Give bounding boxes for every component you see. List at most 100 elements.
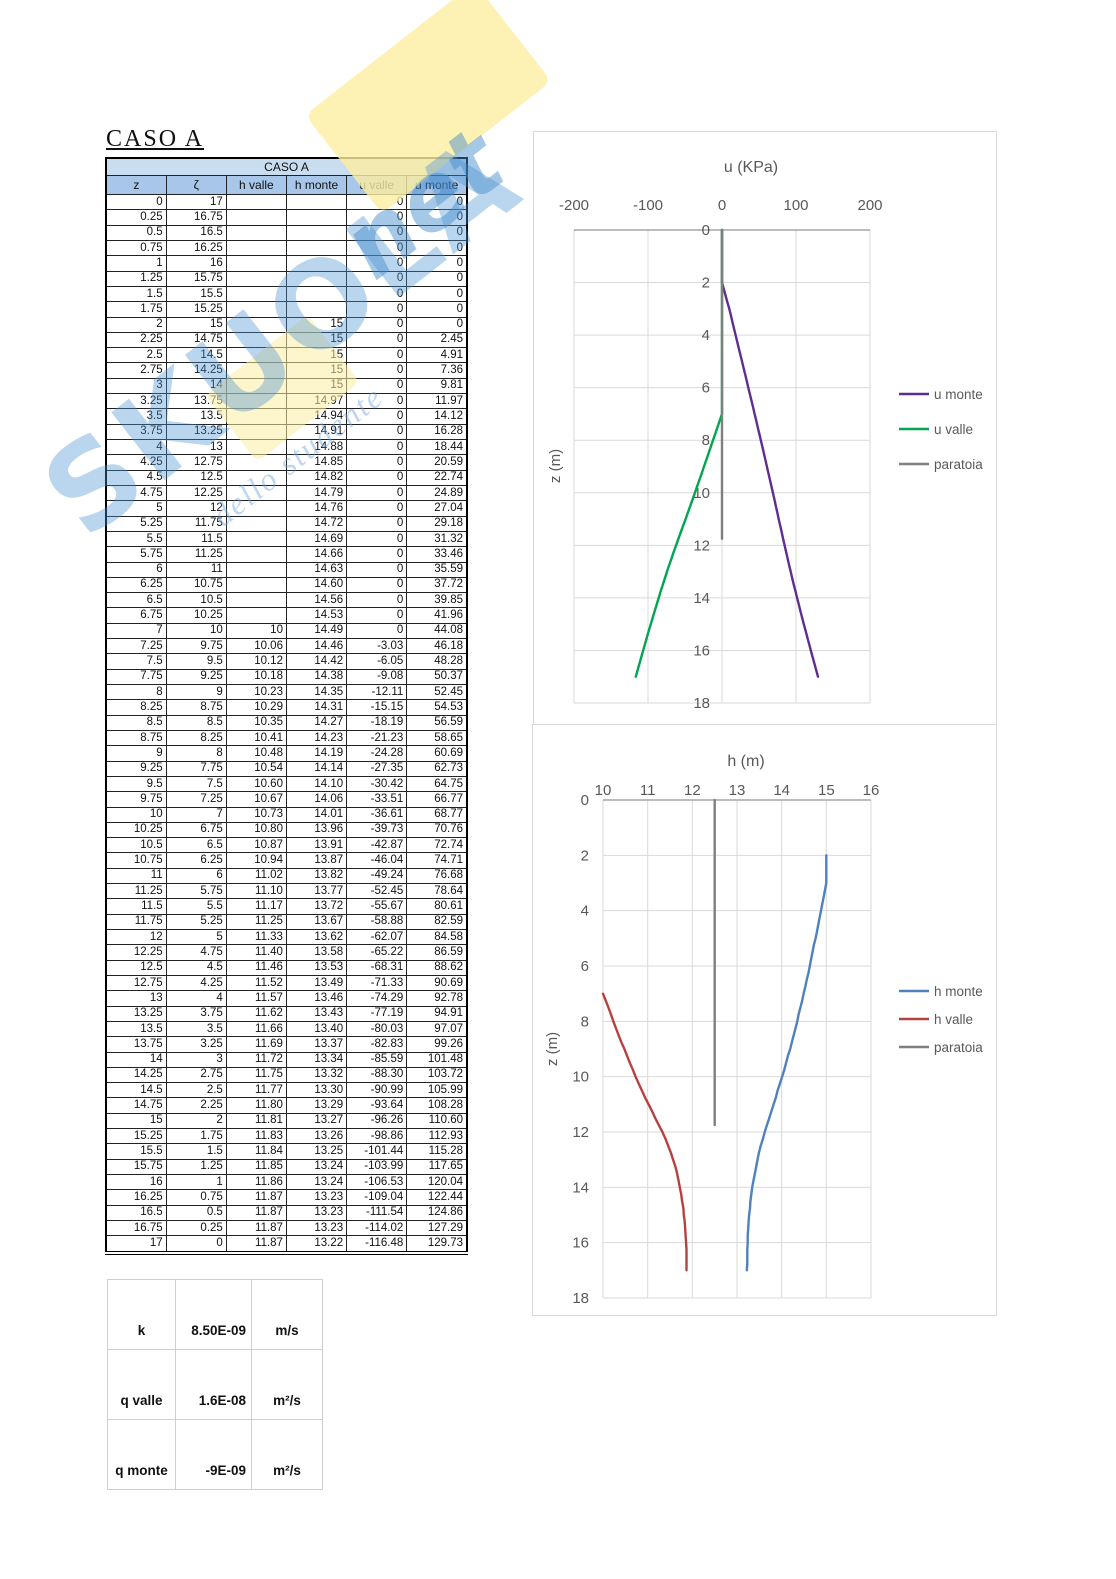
param-label: k bbox=[107, 1279, 176, 1350]
table-row: 5.5 11.5 14.69 0 31.32 bbox=[105, 530, 468, 548]
table-cell: 11.87 bbox=[225, 1189, 287, 1206]
table-row: 10.25 6.75 10.80 13.96 -39.73 70.76 bbox=[105, 821, 468, 839]
table-cell bbox=[285, 285, 348, 303]
table-row: 6.75 10.25 14.53 0 41.96 bbox=[105, 607, 468, 624]
table-cell: 78.64 bbox=[406, 883, 468, 900]
table-cell bbox=[285, 255, 348, 272]
y-tick-label: 18 bbox=[693, 695, 710, 712]
y-tick-label: 16 bbox=[693, 642, 710, 659]
table-cell bbox=[225, 285, 287, 303]
table-cell: 10.75 bbox=[165, 576, 227, 594]
table-cell: -21.23 bbox=[346, 729, 408, 747]
table-cell: 3.25 bbox=[165, 1036, 227, 1053]
table-cell: 13.46 bbox=[285, 990, 348, 1007]
table-cell: 14.31 bbox=[285, 699, 348, 716]
param-value: -9E-09 bbox=[175, 1419, 252, 1490]
param-label: q monte bbox=[107, 1419, 176, 1490]
table-cell: 13.25 bbox=[165, 423, 227, 441]
table-row: 11.5 5.5 11.17 13.72 -55.67 80.61 bbox=[105, 898, 468, 915]
table-cell: 0 bbox=[346, 224, 408, 241]
table-cell: 9.5 bbox=[165, 653, 227, 670]
table-cell: -98.86 bbox=[346, 1128, 408, 1145]
table-cell: 0 bbox=[406, 316, 468, 333]
table-cell: 14 bbox=[165, 377, 227, 395]
table-row: 11 6 11.02 13.82 -49.24 76.68 bbox=[105, 867, 468, 885]
table-cell: 35.59 bbox=[406, 561, 468, 578]
table-cell: 0 bbox=[346, 377, 408, 395]
table-cell: -114.02 bbox=[346, 1219, 408, 1237]
table-cell: 0 bbox=[406, 255, 468, 272]
table-cell: -49.24 bbox=[346, 867, 408, 885]
table-cell: 10.5 bbox=[165, 592, 227, 609]
table-cell: -15.15 bbox=[346, 699, 408, 716]
table-cell: 2.75 bbox=[165, 1066, 227, 1084]
table-cell: 9.81 bbox=[406, 377, 468, 395]
table-cell: 11.87 bbox=[225, 1204, 287, 1221]
table-row: 10.5 6.5 10.87 13.91 -42.87 72.74 bbox=[105, 837, 468, 854]
table-cell: 0 bbox=[406, 270, 468, 287]
table-cell: 1.5 bbox=[165, 1143, 227, 1160]
table-cell: 8.5 bbox=[165, 714, 227, 731]
table-cell: 0.5 bbox=[165, 1204, 227, 1221]
table-cell bbox=[285, 301, 348, 318]
table-cell: 124.86 bbox=[406, 1204, 468, 1221]
param-row-q-valle: q valle 1.6E-08 m²/s bbox=[107, 1349, 323, 1420]
legend-label: u monte bbox=[934, 387, 983, 402]
table-cell: 10 bbox=[225, 622, 287, 640]
table-row: 13.75 3.25 11.69 13.37 -82.83 99.26 bbox=[105, 1036, 468, 1053]
table-cell: 2.25 bbox=[165, 1097, 227, 1114]
table-cell: 10.94 bbox=[225, 852, 287, 869]
table-row: 11.25 5.75 11.10 13.77 -52.45 78.64 bbox=[105, 883, 468, 900]
table-cell: 0 bbox=[346, 438, 408, 456]
table-cell: 18.44 bbox=[406, 438, 468, 456]
table-cell: 4.25 bbox=[165, 974, 227, 992]
table-cell: 108.28 bbox=[406, 1097, 468, 1114]
table-cell: 14.79 bbox=[285, 484, 348, 502]
table-cell bbox=[225, 255, 287, 272]
table-cell: 6.5 bbox=[165, 837, 227, 854]
table-cell: 8.25 bbox=[165, 729, 227, 747]
h-m-chart-plot: h (m) 10 11 12 13 14 15 16 0 2 4 6 8 10 12 14 16 18 z (m) h… bbox=[544, 753, 983, 1307]
table-cell bbox=[225, 423, 287, 441]
table-cell: 0.75 bbox=[165, 1189, 227, 1206]
table-cell bbox=[225, 301, 287, 318]
table-cell: 14.25 bbox=[165, 362, 227, 379]
table-cell: -39.73 bbox=[346, 821, 408, 839]
table-row: 15 2 11.81 13.27 -96.26 110.60 bbox=[105, 1112, 468, 1130]
table-cell: 3.75 bbox=[105, 423, 167, 441]
table-cell: 0 bbox=[406, 239, 468, 257]
table-cell: 13.53 bbox=[285, 959, 348, 976]
table-cell: 13.27 bbox=[285, 1112, 348, 1130]
table-cell: 11 bbox=[105, 867, 167, 885]
table-cell: 10 bbox=[105, 806, 167, 823]
table-cell: 13.43 bbox=[285, 1005, 348, 1022]
table-cell: 9.75 bbox=[165, 638, 227, 655]
table-cell: 11.62 bbox=[225, 1005, 287, 1022]
table-cell: 9 bbox=[105, 745, 167, 762]
table-row: 9.75 7.25 10.67 14.06 -33.51 66.77 bbox=[105, 791, 468, 808]
table-cell: 4 bbox=[165, 990, 227, 1007]
y-tick-label: 4 bbox=[581, 903, 589, 920]
column-header: ζ bbox=[165, 175, 227, 195]
table-cell: 7 bbox=[105, 622, 167, 640]
table-row: 3.75 13.25 14.91 0 16.28 bbox=[105, 423, 468, 441]
table-row: 0 17 0 0 bbox=[105, 193, 468, 211]
legend-label: paratoia bbox=[934, 1040, 983, 1055]
table-cell: 15 bbox=[165, 316, 227, 333]
series-line-h-valle bbox=[601, 992, 688, 1272]
table-cell: 0 bbox=[346, 209, 408, 226]
chart-title: h (m) bbox=[727, 753, 764, 770]
table-cell bbox=[225, 500, 287, 517]
table-cell: 14.5 bbox=[165, 347, 227, 364]
table-cell: 12.75 bbox=[105, 974, 167, 992]
table-cell: 13.75 bbox=[105, 1036, 167, 1053]
table-cell: 68.77 bbox=[406, 806, 468, 823]
table-cell: 24.89 bbox=[406, 484, 468, 502]
table-row: 6.5 10.5 14.56 0 39.85 bbox=[105, 592, 468, 609]
table-cell: -42.87 bbox=[346, 837, 408, 854]
table-row: 7.75 9.25 10.18 14.38 -9.08 50.37 bbox=[105, 668, 468, 686]
x-tick-label: 14 bbox=[773, 782, 790, 799]
table-cell: 14.01 bbox=[285, 806, 348, 823]
x-tick-label: -200 bbox=[559, 197, 589, 214]
